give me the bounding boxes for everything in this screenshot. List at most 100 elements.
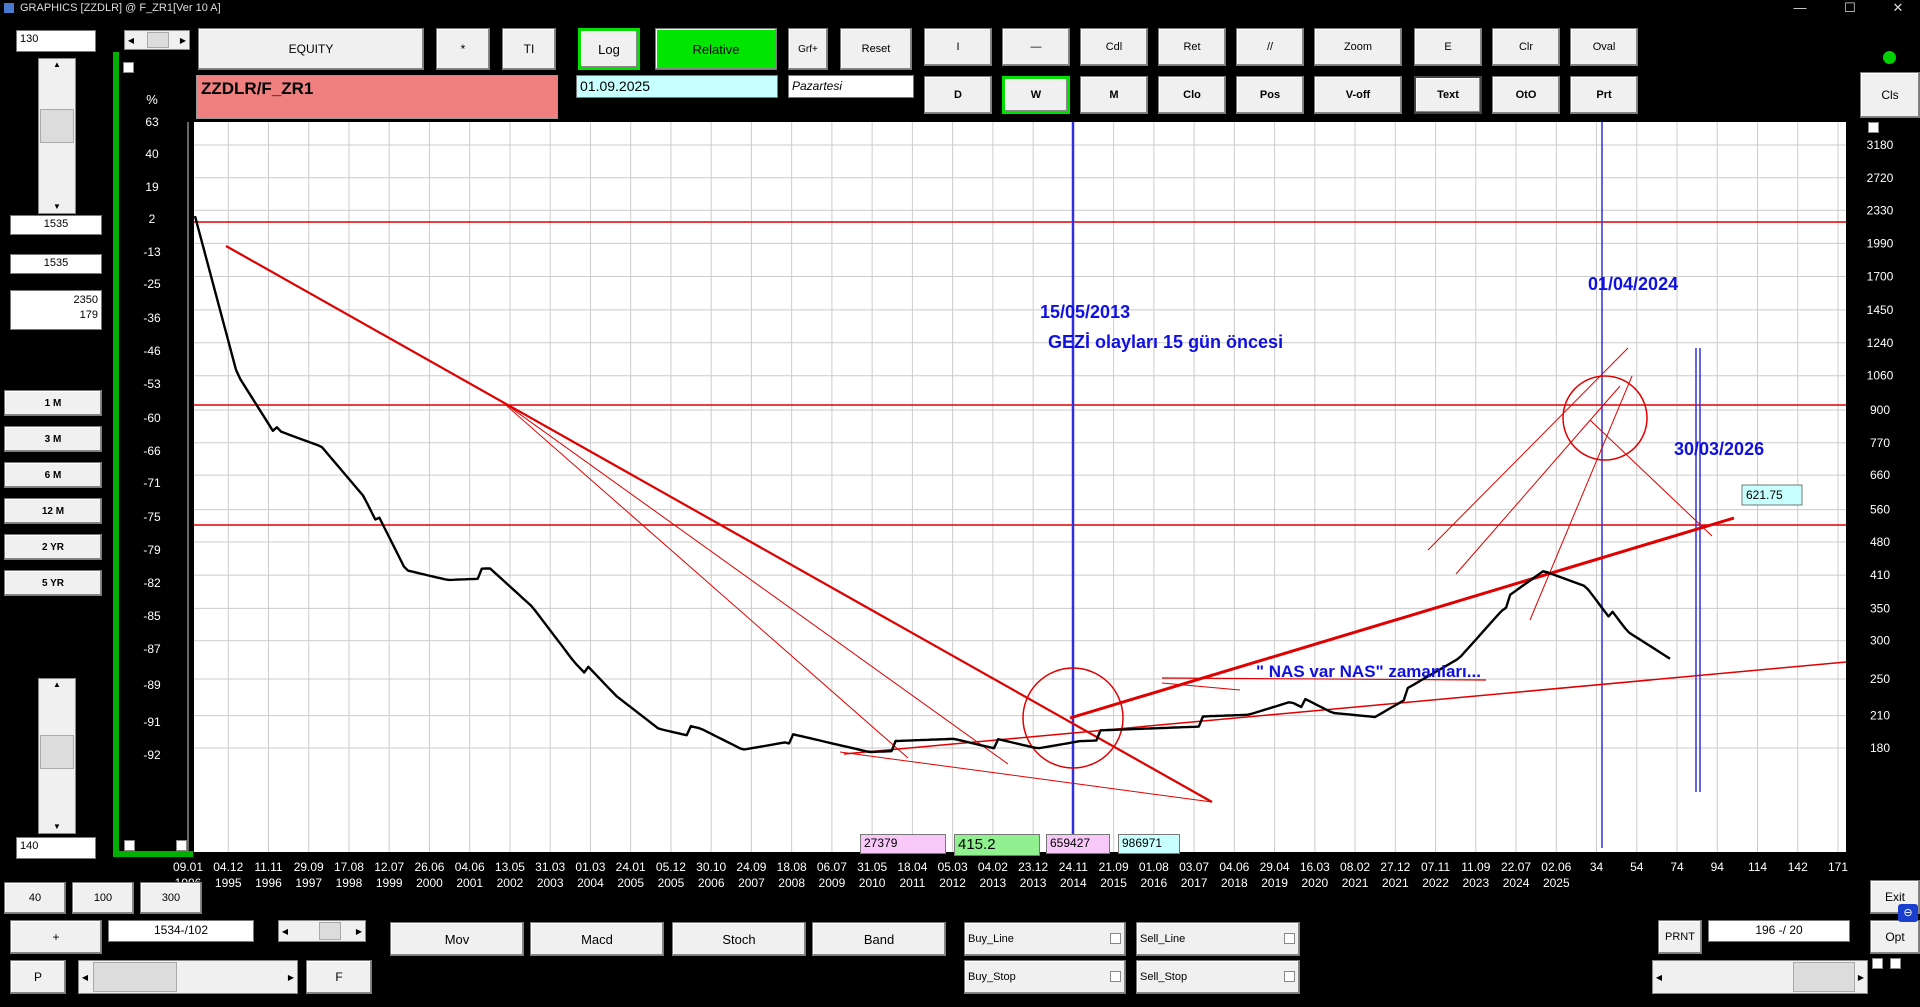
date-field[interactable]: 01.09.2025 [576,75,778,98]
cls-button[interactable]: Cls [1860,72,1920,118]
toolbar-spinner[interactable]: ◀ ▶ [124,30,190,50]
arrow-right-icon[interactable]: ▶ [1857,972,1865,982]
checkbox[interactable] [176,840,187,851]
tool-cdl-button[interactable]: Cdl [1080,28,1148,66]
chart-annotation: 15/05/2013 [1040,302,1130,322]
checkbox[interactable] [123,62,134,73]
buy-line-button[interactable]: Buy_Line [964,922,1126,956]
tool-i-button[interactable]: I [924,28,992,66]
arrow-left-icon[interactable]: ◀ [1655,972,1663,982]
buy-line-checkbox[interactable] [1110,933,1121,944]
left-tick-label: -89 [143,678,161,692]
x-tick-label: 17.08 [334,860,364,874]
checkbox[interactable] [1872,958,1883,969]
ratio-field[interactable]: 196 -/ 20 [1708,920,1850,942]
arrow-left-icon[interactable]: ◀ [127,35,135,45]
left-tick-label: -46 [143,344,161,358]
relative-button[interactable]: Relative [655,28,777,70]
spinner-thumb[interactable] [147,32,169,48]
scroll-down-icon[interactable]: ▼ [53,822,61,831]
scroll-thumb[interactable] [1793,962,1855,992]
checkbox[interactable] [1890,958,1901,969]
scroll-thumb[interactable] [40,109,74,143]
scroll-down-icon[interactable]: ▼ [53,202,61,211]
ti-button[interactable]: TI [502,28,556,70]
indicator-band-button[interactable]: Band [812,922,946,956]
scroll-thumb[interactable] [40,735,74,769]
grf-plus-button[interactable]: Grf+ [788,28,828,70]
tool-m-button[interactable]: M [1080,76,1148,114]
equity-button[interactable]: EQUITY [198,28,424,70]
indicator-mov-button[interactable]: Mov [390,922,524,956]
maximize-button[interactable]: ☐ [1844,0,1856,15]
arrow-left-icon[interactable]: ◀ [81,972,89,982]
checkbox[interactable] [124,840,135,851]
tool-d-button[interactable]: D [924,76,992,114]
right-bottom-scrollbar[interactable]: ◀ ▶ [1652,960,1868,994]
b40-button[interactable]: 40 [4,882,66,914]
period-button-2yr[interactable]: 2 YR [4,534,102,560]
b100-button[interactable]: 100 [72,882,134,914]
tool-e-button[interactable]: E [1414,28,1482,66]
reset-button[interactable]: Reset [840,28,912,70]
arrow-right-icon[interactable]: ▶ [179,35,187,45]
scroll-up-icon[interactable]: ▲ [53,60,61,69]
plus-button[interactable]: + [10,920,102,954]
scroll-up-icon[interactable]: ▲ [53,680,61,689]
tray-icon[interactable]: ⊖ [1898,904,1918,922]
indicator-stoch-button[interactable]: Stoch [672,922,806,956]
spinner-thumb[interactable] [319,922,341,940]
log-button[interactable]: Log [578,28,640,70]
tool-clr-button[interactable]: Clr [1492,28,1560,66]
close-button[interactable]: ✕ [1892,0,1904,15]
minimize-button[interactable]: — [1793,0,1807,15]
arrow-left-icon[interactable]: ◀ [281,926,289,936]
opt-button[interactable]: Opt [1870,920,1920,954]
arrow-right-icon[interactable]: ▶ [287,972,295,982]
sell-stop-button[interactable]: Sell_Stop [1136,960,1300,994]
bottom-field[interactable]: 140 [16,837,96,859]
tool-pos-button[interactable]: Pos [1236,76,1304,114]
window-titlebar: GRAPHICS [ZZDLR] @ F_ZR1[Ver 10 A] [0,0,1920,16]
tool-oval-button[interactable]: Oval [1570,28,1638,66]
x-tick-year: 2025 [1543,876,1570,890]
bottom-scrollbar[interactable]: ◀ ▶ [78,960,298,994]
buy-stop-button[interactable]: Buy_Stop [964,960,1126,994]
indicator-macd-button[interactable]: Macd [530,922,664,956]
star-button[interactable]: * [436,28,490,70]
tool-parallel-button[interactable]: // [1236,28,1304,66]
value-c: 2350 179 [10,290,102,330]
arrow-right-icon[interactable]: ▶ [355,926,363,936]
tool-oto-button[interactable]: OtO [1492,76,1560,114]
sell-line-checkbox[interactable] [1284,933,1295,944]
left-scroll-bottom[interactable]: ▲ ▼ [38,678,76,834]
tool-w-button[interactable]: W [1002,76,1070,114]
buy-stop-checkbox[interactable] [1110,971,1121,982]
counter-spinner[interactable]: ◀ ▶ [278,920,366,942]
period-button-12m[interactable]: 12 M [4,498,102,524]
period-button-1m[interactable]: 1 M [4,390,102,416]
tool-clo-button[interactable]: Clo [1158,76,1226,114]
left-scroll-top[interactable]: ▲ ▼ [38,58,76,214]
prnt-button[interactable]: PRNT [1658,920,1702,954]
f-button[interactable]: F [306,960,372,994]
sell-line-button[interactable]: Sell_Line [1136,922,1300,956]
p-button[interactable]: P [10,960,66,994]
period-button-6m[interactable]: 6 M [4,462,102,488]
period-button-3m[interactable]: 3 M [4,426,102,452]
sell-stop-checkbox[interactable] [1284,971,1295,982]
period-button-5yr[interactable]: 5 YR [4,570,102,596]
top-field[interactable]: 130 [16,30,96,52]
tool-zoom-button[interactable]: Zoom [1314,28,1402,66]
tool-ret-button[interactable]: Ret [1158,28,1226,66]
tool-prt-button[interactable]: Prt [1570,76,1638,114]
checkbox[interactable] [1868,122,1879,133]
trend-line [1427,347,1629,551]
tool-text-button[interactable]: Text [1414,76,1482,114]
scroll-thumb[interactable] [93,962,177,992]
b300-button[interactable]: 300 [140,882,202,914]
tool-line-button[interactable]: — [1002,28,1070,66]
tool-voff-button[interactable]: V-off [1314,76,1402,114]
counter-field[interactable]: 1534-/102 [108,920,254,942]
